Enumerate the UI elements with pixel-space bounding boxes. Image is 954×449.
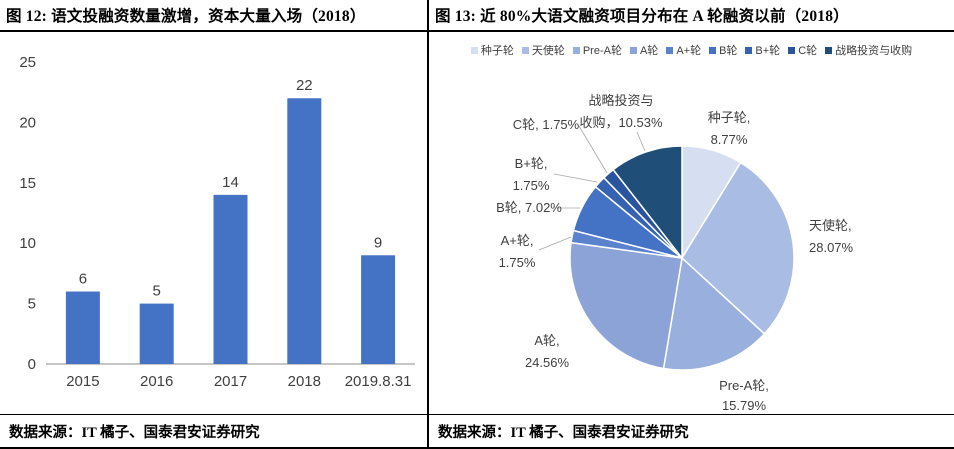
pie-slice-战略投资与收购 — [612, 145, 683, 261]
pie-callout-label: 15.79% — [722, 398, 767, 413]
x-axis-category-label: 2016 — [140, 373, 173, 390]
bar-2016 — [139, 303, 174, 364]
pie-callout-label: 1.75% — [499, 255, 536, 270]
pie-legend: 种子轮 天使轮 Pre-A轮 A轮 A+轮 B轮 B+轮 C轮 战略投资与收购 — [429, 32, 954, 62]
bar-value-label: 5 — [153, 283, 161, 300]
legend-item-C轮: C轮 — [788, 42, 817, 58]
bar-2015 — [65, 291, 100, 364]
legend-label: 战略投资与收购 — [835, 45, 913, 57]
x-axis-category-label: 2018 — [288, 373, 321, 390]
bar-chart-source: 数据来源：IT 橘子、国泰君安证券研究 — [9, 424, 260, 441]
pie-callout-label: 天使轮, — [809, 218, 852, 233]
callout-leader-line — [538, 236, 572, 251]
x-axis-category-label: 2019.8.31 — [345, 373, 412, 390]
pie-callout-label: B+轮, — [515, 156, 548, 171]
legend-label: A轮 — [639, 45, 659, 57]
bar-value-label: 9 — [374, 234, 382, 251]
pie-callout-label: 28.07% — [809, 240, 854, 255]
pie-chart-area: 种子轮, 8.77% 天使轮, 28.07% Pre-A轮, 15.79% A轮, 24.56… — [429, 62, 954, 414]
bar-chart-title: 图 12: 语文投融资数量激增，资本大量入场（2018） — [6, 8, 366, 25]
callout-leader-line — [553, 173, 598, 183]
pie-slice-Pre-A轮 — [662, 256, 766, 371]
y-axis-tick-label: 20 — [19, 114, 36, 131]
x-axis-category-label: 2015 — [66, 373, 99, 390]
legend-item-B+轮: B+轮 — [745, 42, 780, 58]
bar-chart-panel: 图 12: 语文投融资数量激增，资本大量入场（2018） 0 5 10 15 20 25 6… — [0, 0, 427, 449]
pie-slice-天使轮 — [681, 161, 795, 335]
legend-item-A轮: A轮 — [629, 42, 659, 58]
legend-item-战略投资与收购: 战略投资与收购 — [825, 42, 912, 58]
bar-2017 — [213, 194, 248, 364]
legend-label: 种子轮 — [480, 45, 514, 57]
pie-callout-label: A+轮, — [501, 233, 534, 248]
bar-2018 — [287, 98, 322, 365]
y-axis-tick-label: 15 — [19, 175, 36, 192]
bar-chart-area: 0 5 10 15 20 25 6 2015 5 2016 14 2017 22 2018 9 2019.8.… — [0, 32, 427, 414]
legend-swatch — [629, 46, 637, 54]
pie-callout-label: 战略投资与 — [588, 93, 653, 108]
bar-value-label: 6 — [79, 271, 87, 288]
pie-chart-header: 图 13: 近 80%大语文融资项目分布在 A 轮融资以前（2018） — [429, 0, 954, 32]
legend-swatch — [745, 46, 753, 54]
pie-callout-label: 种子轮, — [708, 110, 751, 125]
legend-swatch — [572, 46, 580, 54]
legend-label: B轮 — [719, 45, 738, 57]
y-axis-tick-label: 10 — [19, 235, 36, 252]
legend-swatch — [666, 46, 674, 54]
pie-callout-label: A轮, — [534, 333, 559, 348]
pie-callout-label: 8.77% — [711, 132, 748, 147]
legend-swatch — [521, 46, 529, 54]
bar-chart-svg: 0 5 10 15 20 25 6 2015 5 2016 14 2017 22 2018 9 2019.8.… — [19, 54, 415, 390]
legend-label: B+轮 — [755, 45, 781, 57]
bar-2019.8.31 — [361, 255, 396, 364]
legend-label: C轮 — [798, 45, 818, 57]
legend-label: A+轮 — [676, 45, 702, 57]
legend-label: 天使轮 — [531, 45, 565, 57]
pie-chart-title: 图 13: 近 80%大语文融资项目分布在 A 轮融资以前（2018） — [435, 8, 849, 25]
pie-chart-panel: 图 13: 近 80%大语文融资项目分布在 A 轮融资以前（2018） 种子轮天… — [429, 0, 954, 449]
pie-callout-label: Pre-A轮, — [719, 378, 769, 393]
bar-value-label: 14 — [222, 174, 239, 191]
legend-label: Pre-A轮 — [582, 45, 622, 57]
y-axis-tick-label: 5 — [28, 296, 36, 313]
pie-callout-label: 24.56% — [525, 355, 570, 370]
x-axis-category-label: 2017 — [214, 373, 247, 390]
legend-swatch — [470, 46, 478, 54]
pie-chart-source: 数据来源：IT 橘子、国泰君安证券研究 — [438, 424, 689, 441]
legend-item-A+轮: A+轮 — [666, 42, 701, 58]
pie-slice-A轮 — [569, 241, 683, 370]
pie-chart-footer: 数据来源：IT 橘子、国泰君安证券研究 — [429, 414, 954, 449]
panel-divider — [427, 0, 429, 449]
legend-swatch — [788, 46, 796, 54]
bar-chart-footer: 数据来源：IT 橘子、国泰君安证券研究 — [0, 414, 427, 449]
pie-callout-label: C轮, 1.75% — [513, 117, 580, 132]
legend-item-天使轮: 天使轮 — [521, 42, 565, 58]
bar-value-label: 22 — [296, 77, 313, 94]
callout-leader-line — [578, 125, 608, 174]
callout-leader-line — [636, 131, 646, 152]
legend-swatch — [709, 46, 717, 54]
pie-callout-label: 1.75% — [513, 178, 550, 193]
legend-swatch — [825, 46, 833, 54]
pie-callout-label: B轮, 7.02% — [496, 200, 562, 215]
legend-item-B轮: B轮 — [709, 42, 737, 58]
legend-item-种子轮: 种子轮 — [470, 42, 514, 58]
y-axis-tick-label: 25 — [19, 54, 36, 71]
bar-chart-header: 图 12: 语文投融资数量激增，资本大量入场（2018） — [0, 0, 427, 32]
pie-callout-label: 收购，10.53% — [579, 115, 663, 130]
pie-chart-svg: 种子轮, 8.77% 天使轮, 28.07% Pre-A轮, 15.79% A轮, 24.56… — [496, 93, 854, 413]
legend-item-Pre-A轮: Pre-A轮 — [572, 42, 622, 58]
y-axis-tick-label: 0 — [28, 356, 36, 373]
